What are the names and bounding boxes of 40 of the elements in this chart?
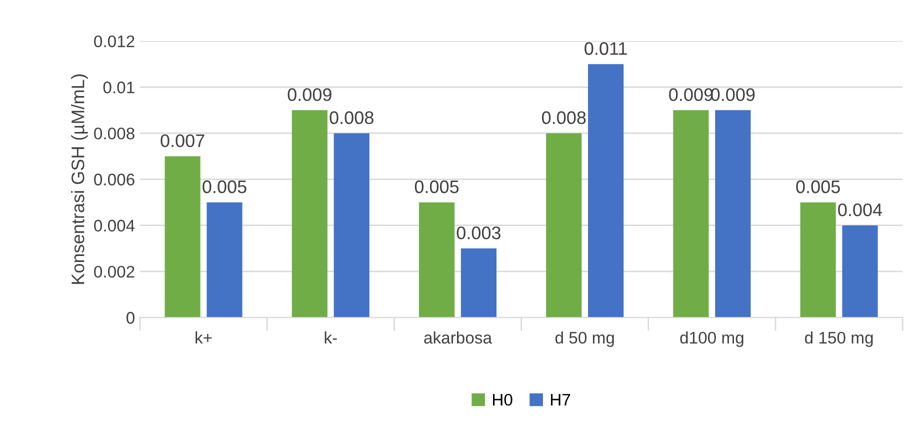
bar [206,202,242,318]
data-label: 0.003 [456,226,501,240]
x-tick-label: k+ [196,331,212,344]
x-tick-label: akarbosa [424,331,492,344]
bar [546,133,582,318]
data-label: 0.009 [711,88,755,102]
bar [715,110,751,318]
y-tick-label: 0.008 [94,128,134,140]
data-label: 0.008 [330,111,374,124]
bar [164,156,200,318]
legend-label: H0 [493,394,512,406]
data-label: 0.009 [288,88,332,102]
data-label: 0.005 [796,180,840,194]
x-tick-label: k- [324,331,337,344]
data-label: 0.008 [542,111,586,124]
legend-label: H7 [550,394,570,406]
data-label: 0.011 [584,42,627,55]
bar [460,248,496,318]
y-tick-label: 0.002 [94,266,134,278]
bar [800,202,836,318]
bar [842,225,878,318]
y-tick-label: 0.01 [103,82,134,94]
x-tick-label: d 50 mg [555,331,614,347]
bar [673,110,709,318]
x-tick-label: d 150 mg [804,331,873,347]
y-tick-label: 0 [126,312,134,324]
data-label: 0.004 [838,203,882,216]
y-axis-title: Konsentrasi GSH (µM/mL) [71,74,88,284]
bar [588,64,624,318]
y-tick-label: 0.004 [94,220,135,232]
data-label: 0.005 [414,180,459,194]
bar [292,110,328,318]
y-tick-label: 0.012 [94,35,134,48]
bar [334,133,370,318]
data-label: 0.009 [669,88,713,102]
y-tick-label: 0.006 [94,174,134,186]
data-label: 0.007 [160,134,204,148]
bar [418,202,455,318]
data-label: 0.005 [202,180,246,194]
x-tick-label: d100 mg [680,331,744,347]
